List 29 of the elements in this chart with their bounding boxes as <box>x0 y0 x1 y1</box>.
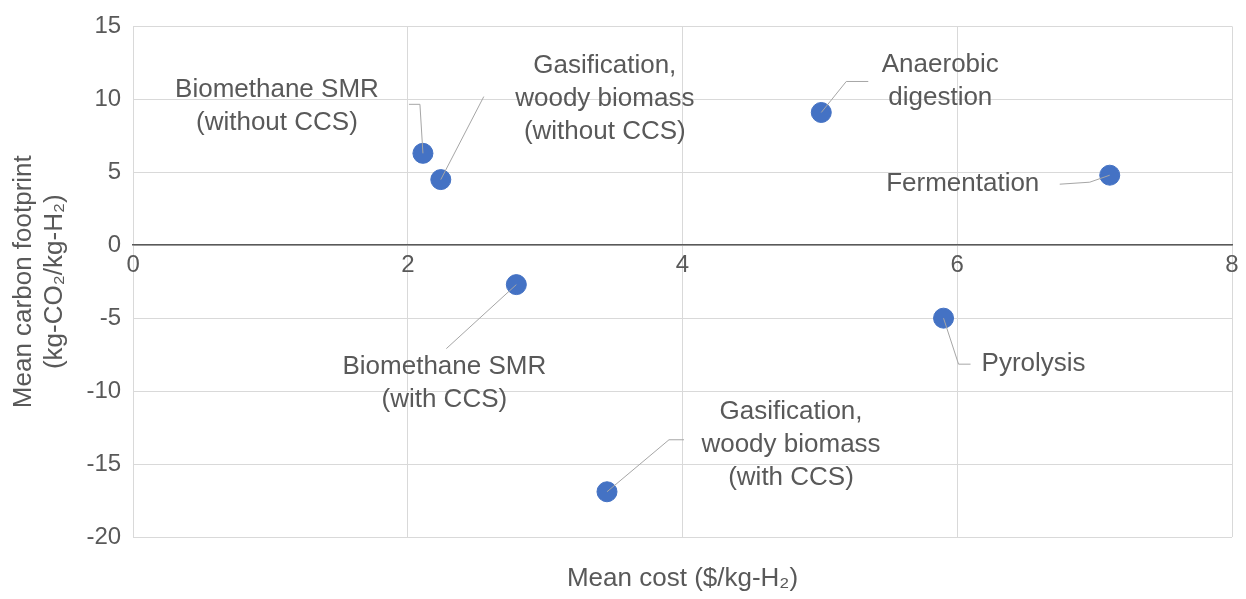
y-tick-label: 10 <box>94 83 122 111</box>
x-tick-label: 2 <box>401 250 415 278</box>
annotation: Pyrolysis <box>981 347 1086 378</box>
y-tick-label: -20 <box>86 521 122 549</box>
y-tick-label: -10 <box>86 375 122 403</box>
point <box>596 481 618 503</box>
annotation: Fermentation <box>886 167 1040 198</box>
y-tick-label: 5 <box>107 156 122 184</box>
x-tick-label: 0 <box>126 250 140 278</box>
y-tick-label: -5 <box>99 302 122 330</box>
x-tick-label: 8 <box>1225 250 1239 278</box>
annotation: Gasification, woody biomass (with CCS) <box>700 394 881 491</box>
point <box>933 307 955 329</box>
x-tick-label: 4 <box>675 250 690 278</box>
x-tick-label: 6 <box>950 250 964 278</box>
y-tick-label: 0 <box>107 229 122 257</box>
annotation: Biomethane SMR (without CCS) <box>175 72 379 136</box>
y-axis-title: Mean carbon footprint (kg-CO₂/kg-H₂) <box>6 154 68 409</box>
y-tick-label: 15 <box>94 11 122 39</box>
point <box>810 101 832 123</box>
point <box>1099 164 1121 186</box>
annotation: Anaerobic digestion <box>881 48 999 112</box>
point <box>412 142 434 164</box>
annotation: Biomethane SMR (with CCS) <box>342 350 547 414</box>
annotation: Gasification, woody biomass (without CCS) <box>514 48 695 145</box>
x-axis-title: Mean cost ($/kg-H₂) <box>566 562 799 593</box>
point <box>505 274 527 296</box>
point <box>430 169 452 191</box>
y-tick-label: -15 <box>86 448 122 476</box>
